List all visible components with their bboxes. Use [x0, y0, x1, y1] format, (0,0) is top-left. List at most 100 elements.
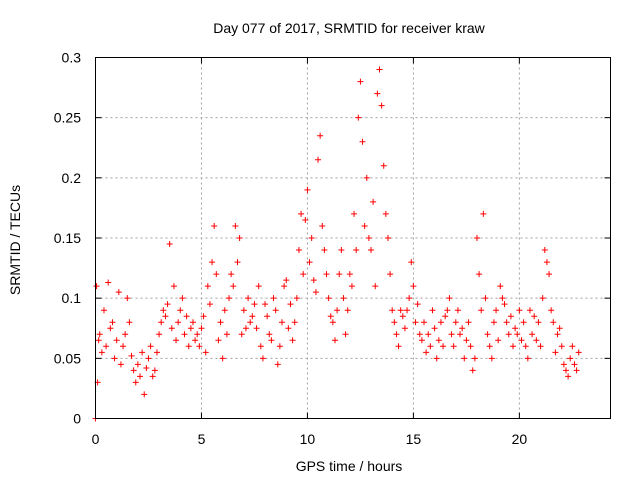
- data-point: [535, 319, 542, 326]
- data-point: [505, 331, 512, 338]
- x-tick-label: 15: [406, 431, 422, 447]
- data-point: [98, 349, 105, 356]
- data-point: [543, 259, 550, 266]
- data-point: [442, 313, 449, 320]
- data-point: [173, 337, 180, 344]
- data-point: [334, 307, 341, 314]
- data-point: [189, 319, 196, 326]
- data-point: [486, 343, 493, 350]
- data-point: [372, 283, 379, 290]
- data-point: [111, 355, 118, 362]
- data-point: [120, 343, 127, 350]
- data-point: [482, 295, 489, 302]
- data-point: [507, 313, 514, 320]
- data-point: [291, 319, 298, 326]
- data-point: [317, 132, 324, 139]
- data-point: [554, 331, 561, 338]
- data-point: [232, 222, 239, 229]
- data-point: [416, 331, 423, 338]
- data-point: [259, 355, 266, 362]
- data-point: [162, 313, 169, 320]
- data-point: [490, 319, 497, 326]
- data-point: [395, 343, 402, 350]
- data-point: [431, 325, 438, 332]
- data-point: [376, 66, 383, 73]
- data-point: [145, 355, 152, 362]
- data-point: [298, 210, 305, 217]
- data-point: [418, 337, 425, 344]
- data-point: [238, 331, 245, 338]
- data-point: [93, 283, 100, 290]
- data-point: [153, 349, 160, 356]
- data-point: [338, 247, 345, 254]
- data-point: [404, 307, 411, 314]
- data-point: [429, 307, 436, 314]
- data-point: [293, 295, 300, 302]
- data-point: [253, 325, 260, 332]
- data-point: [357, 78, 364, 85]
- data-point: [327, 313, 334, 320]
- data-point: [215, 337, 222, 344]
- data-point: [230, 283, 237, 290]
- data-point: [168, 325, 175, 332]
- data-point: [160, 307, 167, 314]
- data-point: [196, 343, 203, 350]
- data-point: [370, 198, 377, 205]
- data-point: [117, 361, 124, 368]
- data-point: [209, 259, 216, 266]
- data-point: [342, 331, 349, 338]
- data-point: [200, 313, 207, 320]
- data-point: [488, 355, 495, 362]
- data-point: [151, 367, 158, 374]
- data-point: [408, 259, 415, 266]
- data-point: [226, 295, 233, 302]
- data-point: [276, 343, 283, 350]
- data-point: [306, 259, 313, 266]
- data-point: [95, 337, 102, 344]
- data-point: [262, 301, 269, 308]
- y-tick-label: 0.05: [54, 350, 81, 366]
- data-point: [266, 331, 273, 338]
- grid: [95, 57, 611, 419]
- data-point: [495, 337, 502, 344]
- data-point: [270, 295, 277, 302]
- data-point: [181, 331, 188, 338]
- data-point: [344, 307, 351, 314]
- data-point: [202, 349, 209, 356]
- data-point: [240, 307, 247, 314]
- data-point: [115, 289, 122, 296]
- data-point: [556, 325, 563, 332]
- data-point: [448, 331, 455, 338]
- data-point: [187, 325, 194, 332]
- data-point: [122, 331, 129, 338]
- data-point: [355, 114, 362, 121]
- data-point: [363, 174, 370, 181]
- data-point: [382, 210, 389, 217]
- data-point: [319, 222, 326, 229]
- data-point: [575, 349, 582, 356]
- data-point: [497, 283, 504, 290]
- data-point: [573, 367, 580, 374]
- data-point: [257, 343, 264, 350]
- data-point: [412, 319, 419, 326]
- data-point: [348, 283, 355, 290]
- data-point: [198, 325, 205, 332]
- data-point: [221, 307, 228, 314]
- data-point: [558, 343, 565, 350]
- data-point: [192, 337, 199, 344]
- data-point: [516, 307, 523, 314]
- data-point: [242, 325, 249, 332]
- data-point: [264, 313, 271, 320]
- data-point: [213, 271, 220, 278]
- data-point: [308, 235, 315, 241]
- data-point: [446, 295, 453, 302]
- data-point: [522, 343, 529, 350]
- data-point: [300, 271, 307, 278]
- data-point: [480, 210, 487, 217]
- data-point: [279, 319, 286, 326]
- data-point: [384, 235, 391, 241]
- data-point: [143, 364, 150, 371]
- data-point: [465, 319, 472, 326]
- data-point: [567, 355, 574, 362]
- data-point: [368, 247, 375, 254]
